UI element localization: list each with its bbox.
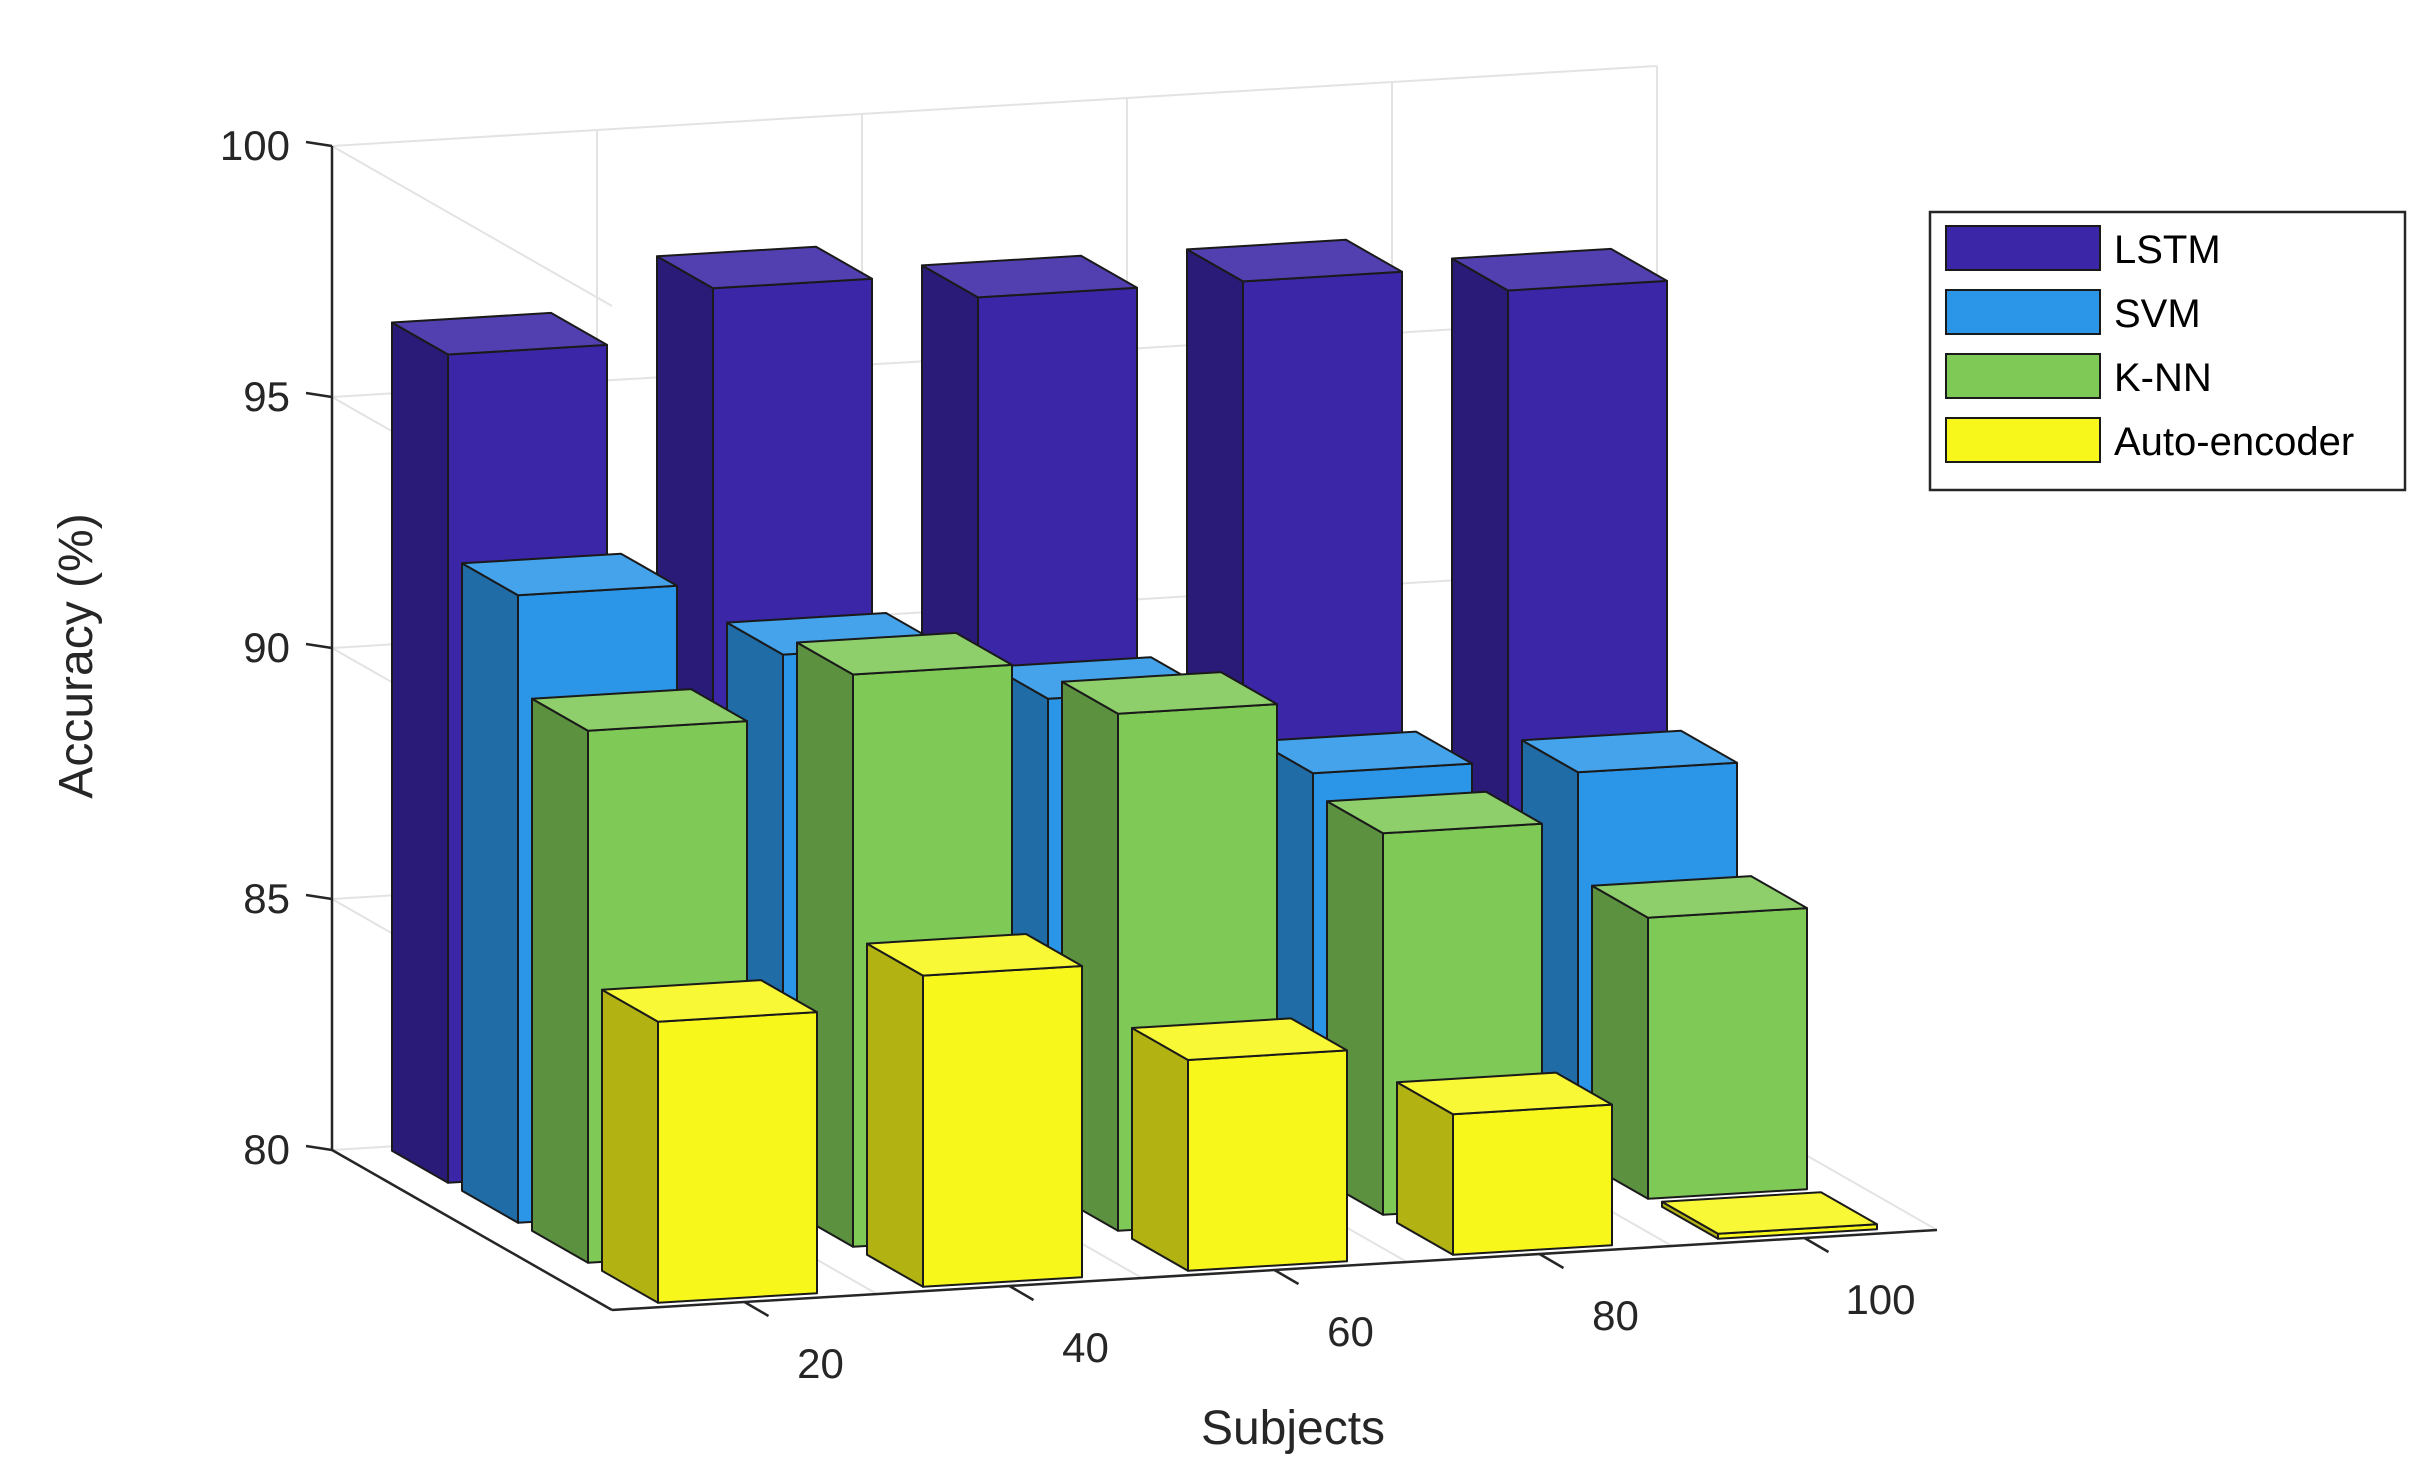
bar-top-face — [1591, 875, 1808, 919]
bar-k-nn-100 — [1591, 875, 1808, 1200]
bar-top-face — [1061, 671, 1278, 715]
bar-front-face — [657, 1011, 818, 1304]
bar-top-face — [461, 552, 678, 597]
x-tick-label: 100 — [1845, 1276, 1915, 1323]
y-tick — [305, 1144, 333, 1152]
y-tick-label: 80 — [243, 1126, 290, 1173]
bar-side-face — [601, 988, 659, 1304]
legend: LSTM SVM K-NN Auto-encoder — [1928, 210, 2407, 492]
bar-front-face — [1452, 1103, 1613, 1256]
bar-top-face — [656, 245, 873, 290]
y-tick — [305, 140, 333, 148]
bar-side-face — [866, 942, 924, 1288]
legend-swatch-svm — [1945, 289, 2101, 335]
bar-front-face — [922, 965, 1083, 1288]
legend-swatch-lstm — [1945, 225, 2101, 271]
x-tick — [1273, 1268, 1300, 1286]
bar-top-face — [1396, 1071, 1613, 1116]
y-axis-label: Accuracy (%) — [50, 513, 103, 798]
bar-auto-encoder-80 — [1396, 1071, 1613, 1256]
bar-side-face — [391, 321, 449, 1184]
bar-side-face — [1131, 1027, 1189, 1272]
y-tick — [305, 893, 333, 901]
bar-top-face — [1326, 790, 1543, 835]
legend-swatch-auto-encoder — [1945, 417, 2101, 463]
ticks-layer: 80 85 90 95 100 20 40 60 80 100 — [220, 122, 1916, 1387]
depth-axis-line — [331, 1148, 613, 1312]
x-tick-label: 60 — [1327, 1308, 1374, 1355]
x-tick — [743, 1300, 770, 1318]
legend-label-auto-encoder: Auto-encoder — [2114, 420, 2354, 464]
y-tick-label: 100 — [220, 122, 290, 169]
y-tick-label: 90 — [243, 624, 290, 671]
bar-top-face — [866, 933, 1083, 977]
bar-top-face — [796, 631, 1013, 676]
bar-top-face — [1661, 1191, 1878, 1235]
bar-front-face — [1647, 907, 1808, 1200]
y-tick — [305, 642, 333, 650]
bar-auto-encoder-100 — [1661, 1191, 1878, 1240]
bar-top-face — [531, 688, 748, 732]
bar-top-face — [1186, 238, 1403, 283]
x-tick-label: 20 — [797, 1340, 844, 1387]
bar-side-face — [461, 562, 519, 1224]
legend-label-k-nn: K-NN — [2114, 356, 2212, 400]
legend-swatch-k-nn — [1945, 353, 2101, 399]
bar-auto-encoder-20 — [601, 979, 818, 1304]
bar-top-face — [1521, 729, 1738, 774]
bar-top-face — [391, 311, 608, 356]
bar-top-face — [601, 979, 818, 1023]
legend-label-svm: SVM — [2114, 292, 2201, 336]
y-tick-label: 85 — [243, 875, 290, 922]
bar-auto-encoder-60 — [1131, 1017, 1348, 1272]
legend-label-lstm: LSTM — [2114, 228, 2221, 272]
x-tick — [1803, 1236, 1830, 1254]
x-tick — [1008, 1284, 1035, 1302]
bars-layer — [391, 238, 1878, 1304]
x-tick-label: 80 — [1592, 1292, 1639, 1339]
y-tick — [305, 391, 333, 399]
bar-top-face — [1451, 247, 1668, 292]
y-tick-label: 95 — [243, 373, 290, 420]
bar-auto-encoder-40 — [866, 933, 1083, 1288]
x-tick — [1538, 1252, 1565, 1270]
bar-top-face — [921, 254, 1138, 299]
x-axis-label: Subjects — [1201, 1402, 1385, 1455]
x-tick-label: 40 — [1062, 1324, 1109, 1371]
bar-top-face — [1131, 1017, 1348, 1061]
bar-side-face — [531, 697, 589, 1264]
bar-front-face — [1187, 1049, 1348, 1272]
